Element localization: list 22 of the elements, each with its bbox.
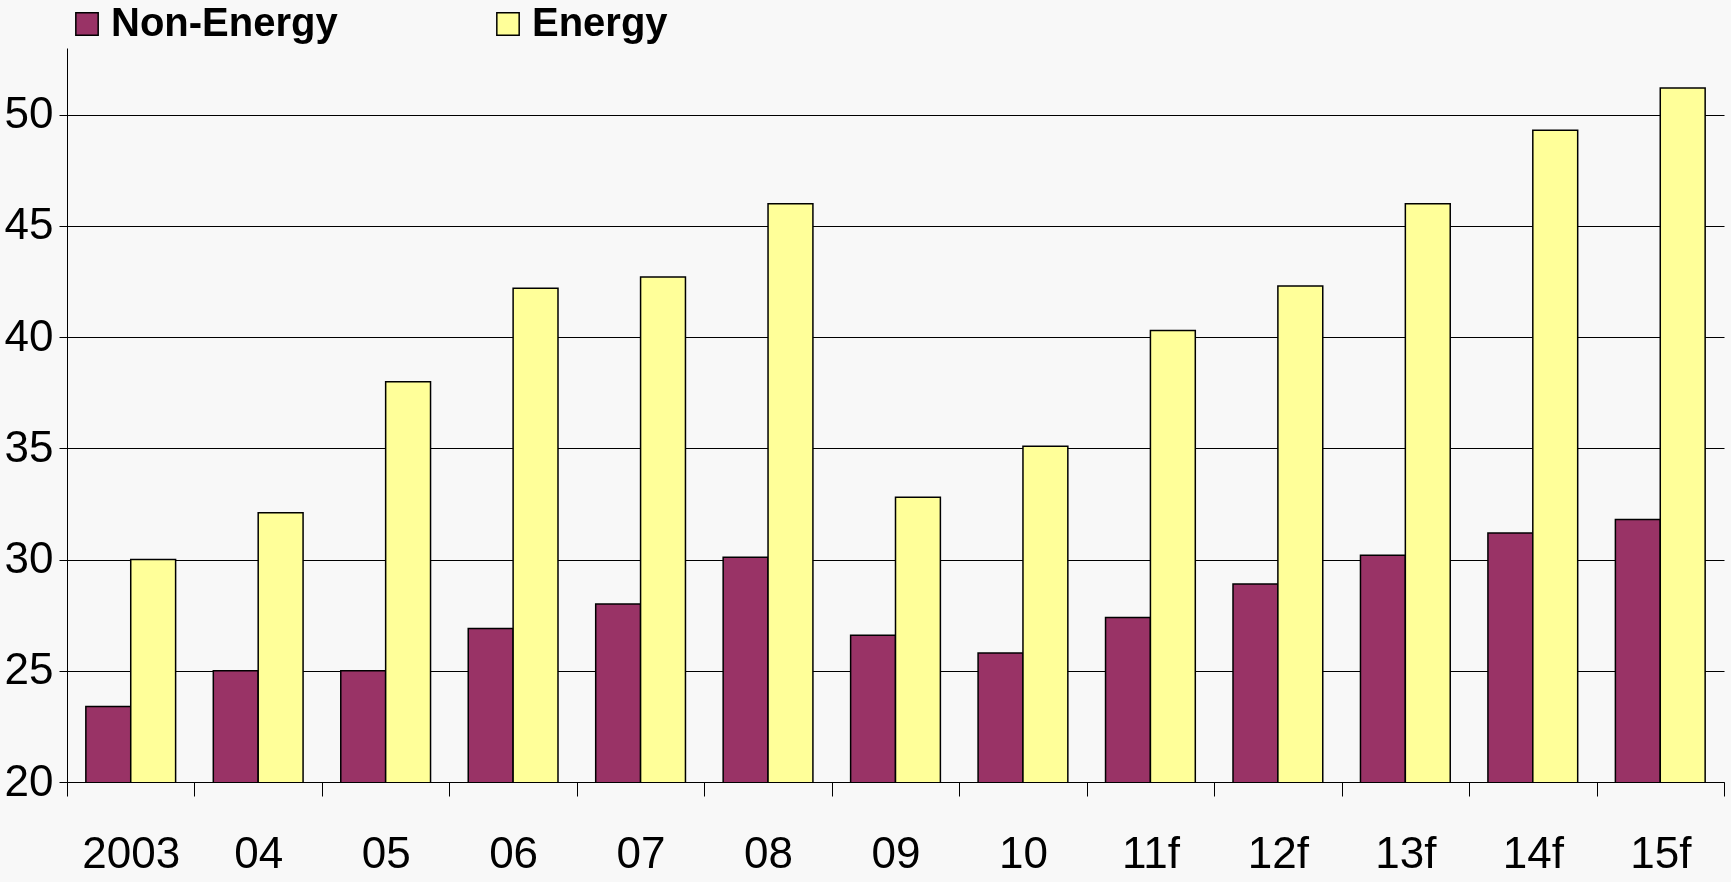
x-tick-label: 12f [1247,827,1310,877]
x-tick-label: 13f [1375,827,1438,877]
x-tick-label: 07 [616,827,666,877]
y-tick-label: 30 [4,533,54,583]
x-tick-label: 04 [234,827,284,877]
y-tick-label: 35 [4,421,54,471]
y-tick-label: 20 [4,755,54,805]
y-tick-label: 25 [4,644,54,694]
legend-label: Energy [532,0,669,44]
x-tick-label: 05 [361,827,411,877]
x-tick-label: 06 [489,827,539,877]
x-tick-label: 11f [1121,827,1181,877]
y-tick-label: 50 [4,88,54,138]
x-tick-label: 10 [998,827,1048,877]
legend-label: Non-Energy [111,0,339,44]
y-tick-label: 40 [4,310,54,360]
x-tick-label: 09 [871,827,921,877]
x-tick-label: 14f [1502,827,1565,877]
x-tick-label: 2003 [82,827,181,877]
x-tick-label: 08 [744,827,794,877]
y-tick-label: 45 [4,199,54,249]
x-tick-label: 15f [1630,827,1693,877]
